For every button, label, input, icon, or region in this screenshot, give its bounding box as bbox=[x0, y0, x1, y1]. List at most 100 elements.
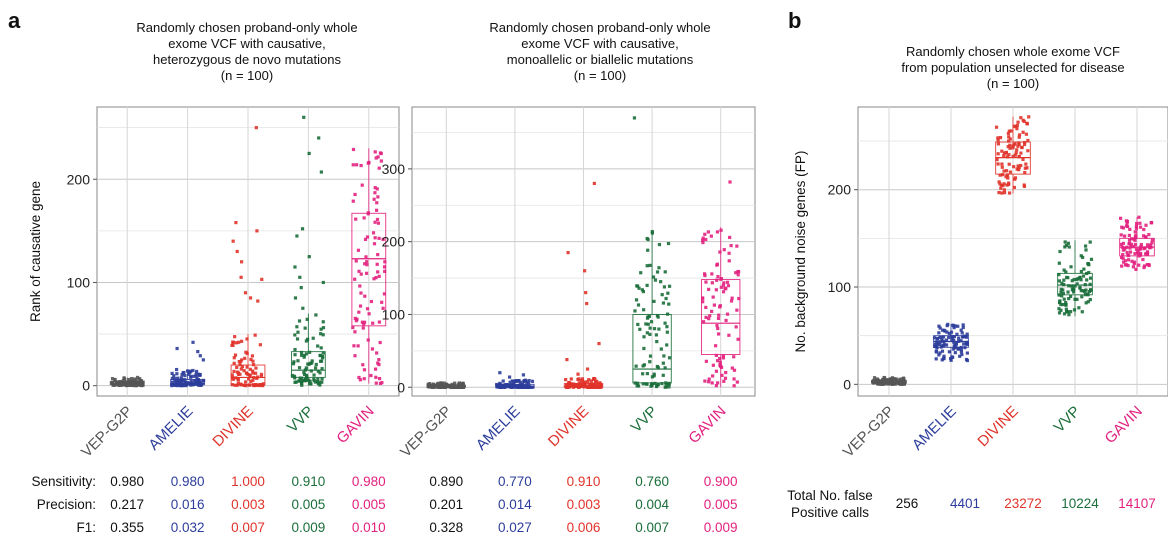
point-vvp bbox=[1064, 300, 1068, 305]
point-divine bbox=[597, 341, 601, 346]
x-tick-label-gavin: GAVIN bbox=[685, 403, 729, 447]
point-divine bbox=[258, 343, 262, 347]
point-vvp bbox=[293, 265, 297, 269]
point-divine bbox=[1007, 135, 1011, 139]
point-vvp bbox=[311, 336, 315, 340]
point-vvp bbox=[1058, 249, 1062, 254]
point-vvp bbox=[1072, 277, 1076, 282]
point-divine bbox=[1027, 115, 1031, 119]
point-vvp bbox=[1057, 272, 1061, 277]
point-gavin bbox=[711, 363, 715, 367]
point-vvp bbox=[319, 332, 323, 336]
metric-value: 0.980 bbox=[110, 474, 145, 489]
point-vvp bbox=[297, 319, 302, 323]
point-amelie bbox=[954, 346, 958, 350]
point-amelie bbox=[174, 367, 179, 372]
panel2-title-line: Randomly chosen proband-only whole bbox=[489, 20, 711, 35]
point-vvp bbox=[632, 116, 637, 120]
point-divine bbox=[595, 385, 600, 389]
point-amelie bbox=[183, 381, 187, 385]
point-amelie bbox=[198, 372, 202, 377]
point-divine bbox=[1013, 153, 1017, 157]
point-vep-g2p bbox=[877, 381, 881, 385]
point-gavin bbox=[707, 317, 711, 321]
point-vep-g2p bbox=[110, 377, 115, 381]
point-gavin bbox=[1120, 264, 1124, 268]
point-vep-g2p bbox=[458, 385, 462, 389]
point-amelie bbox=[963, 334, 967, 338]
point-divine bbox=[231, 239, 235, 243]
point-gavin bbox=[704, 237, 708, 242]
point-gavin bbox=[728, 235, 732, 240]
point-gavin bbox=[1145, 262, 1149, 267]
point-amelie bbox=[944, 338, 949, 342]
point-vvp bbox=[1061, 291, 1066, 296]
point-vvp bbox=[1083, 293, 1088, 297]
point-divine bbox=[257, 383, 261, 387]
point-gavin bbox=[358, 378, 363, 382]
point-vvp bbox=[636, 303, 641, 307]
point-amelie bbox=[938, 335, 942, 340]
point-vvp bbox=[292, 360, 296, 364]
point-divine bbox=[572, 383, 576, 387]
point-gavin bbox=[714, 344, 718, 348]
point-vvp bbox=[307, 255, 311, 259]
point-vvp bbox=[319, 359, 324, 363]
point-gavin bbox=[369, 373, 373, 378]
point-gavin bbox=[381, 306, 385, 310]
point-gavin bbox=[363, 294, 367, 298]
point-vvp bbox=[299, 376, 304, 380]
point-gavin bbox=[730, 296, 734, 300]
point-divine bbox=[259, 374, 263, 378]
point-amelie bbox=[949, 357, 953, 361]
point-divine bbox=[585, 301, 589, 306]
point-divine bbox=[1017, 141, 1021, 145]
point-divine bbox=[1022, 140, 1027, 145]
point-vep-g2p bbox=[898, 377, 902, 381]
point-vvp bbox=[302, 355, 306, 359]
point-gavin bbox=[356, 344, 360, 348]
point-gavin bbox=[1137, 248, 1141, 252]
point-amelie bbox=[938, 342, 942, 347]
point-vep-g2p bbox=[883, 381, 888, 385]
point-gavin bbox=[716, 275, 720, 279]
point-vvp bbox=[309, 369, 313, 373]
point-vvp bbox=[1072, 287, 1076, 291]
point-amelie bbox=[196, 372, 200, 376]
point-gavin bbox=[353, 192, 357, 197]
point-gavin bbox=[362, 216, 366, 220]
point-gavin bbox=[365, 307, 370, 311]
metric-value: 0.004 bbox=[635, 497, 669, 512]
point-gavin bbox=[351, 163, 355, 167]
point-divine bbox=[1008, 170, 1013, 174]
point-vvp bbox=[652, 299, 656, 303]
x-tick-label-amelie: AMELIE bbox=[909, 403, 960, 454]
point-gavin bbox=[1133, 238, 1137, 242]
point-gavin bbox=[714, 353, 718, 358]
point-divine bbox=[576, 385, 580, 389]
point-vvp bbox=[1062, 297, 1066, 301]
point-vvp bbox=[645, 283, 649, 287]
point-vvp bbox=[634, 364, 638, 368]
metric-value: 0.910 bbox=[566, 474, 601, 489]
point-vep-g2p bbox=[127, 380, 131, 384]
point-divine bbox=[1011, 146, 1015, 150]
metric-value: 0.003 bbox=[231, 497, 265, 512]
point-vvp bbox=[1085, 271, 1089, 276]
point-vep-g2p bbox=[124, 383, 128, 387]
point-vvp bbox=[1080, 295, 1084, 299]
point-divine bbox=[254, 383, 258, 387]
point-amelie bbox=[175, 383, 180, 388]
point-gavin bbox=[732, 377, 736, 381]
panel3-title: Randomly chosen whole exome VCF from pop… bbox=[858, 44, 1168, 92]
point-divine bbox=[248, 367, 252, 371]
point-vvp bbox=[1067, 245, 1071, 249]
point-gavin bbox=[1144, 223, 1148, 227]
point-amelie bbox=[952, 340, 956, 344]
fp-value: 256 bbox=[895, 496, 919, 511]
point-amelie bbox=[945, 330, 949, 334]
point-amelie bbox=[176, 380, 181, 384]
point-gavin bbox=[719, 228, 723, 232]
point-gavin bbox=[725, 280, 730, 284]
point-vvp bbox=[663, 366, 667, 370]
